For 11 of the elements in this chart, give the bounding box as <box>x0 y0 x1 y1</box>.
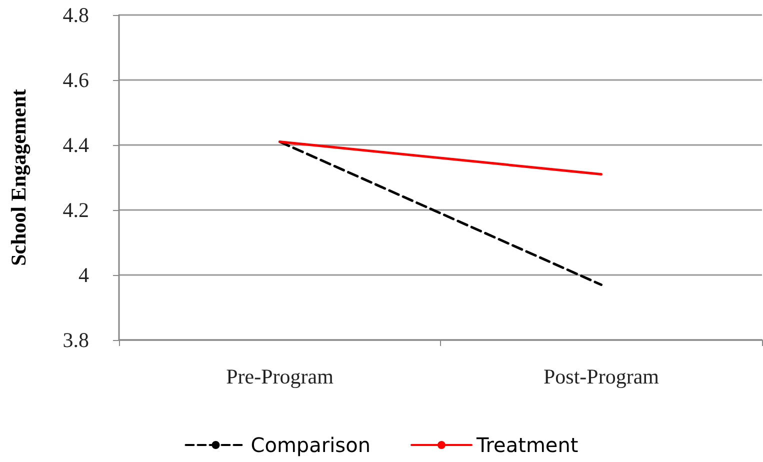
y-tick-label: 4 <box>78 263 90 287</box>
y-tick-label: 4.8 <box>62 3 89 27</box>
x-tick-label: Post-Program <box>544 364 659 388</box>
y-tick-label: 4.2 <box>62 198 89 222</box>
y-tick-label: 3.8 <box>62 328 89 352</box>
x-tick-label: Pre-Program <box>226 364 334 388</box>
y-tick-label: 4.6 <box>62 68 89 92</box>
y-tick-label: 4.4 <box>62 133 90 157</box>
legend-label: Comparison <box>250 433 370 457</box>
y-axis-title: School Engagement <box>6 89 30 266</box>
legend-label: Treatment <box>475 433 578 457</box>
